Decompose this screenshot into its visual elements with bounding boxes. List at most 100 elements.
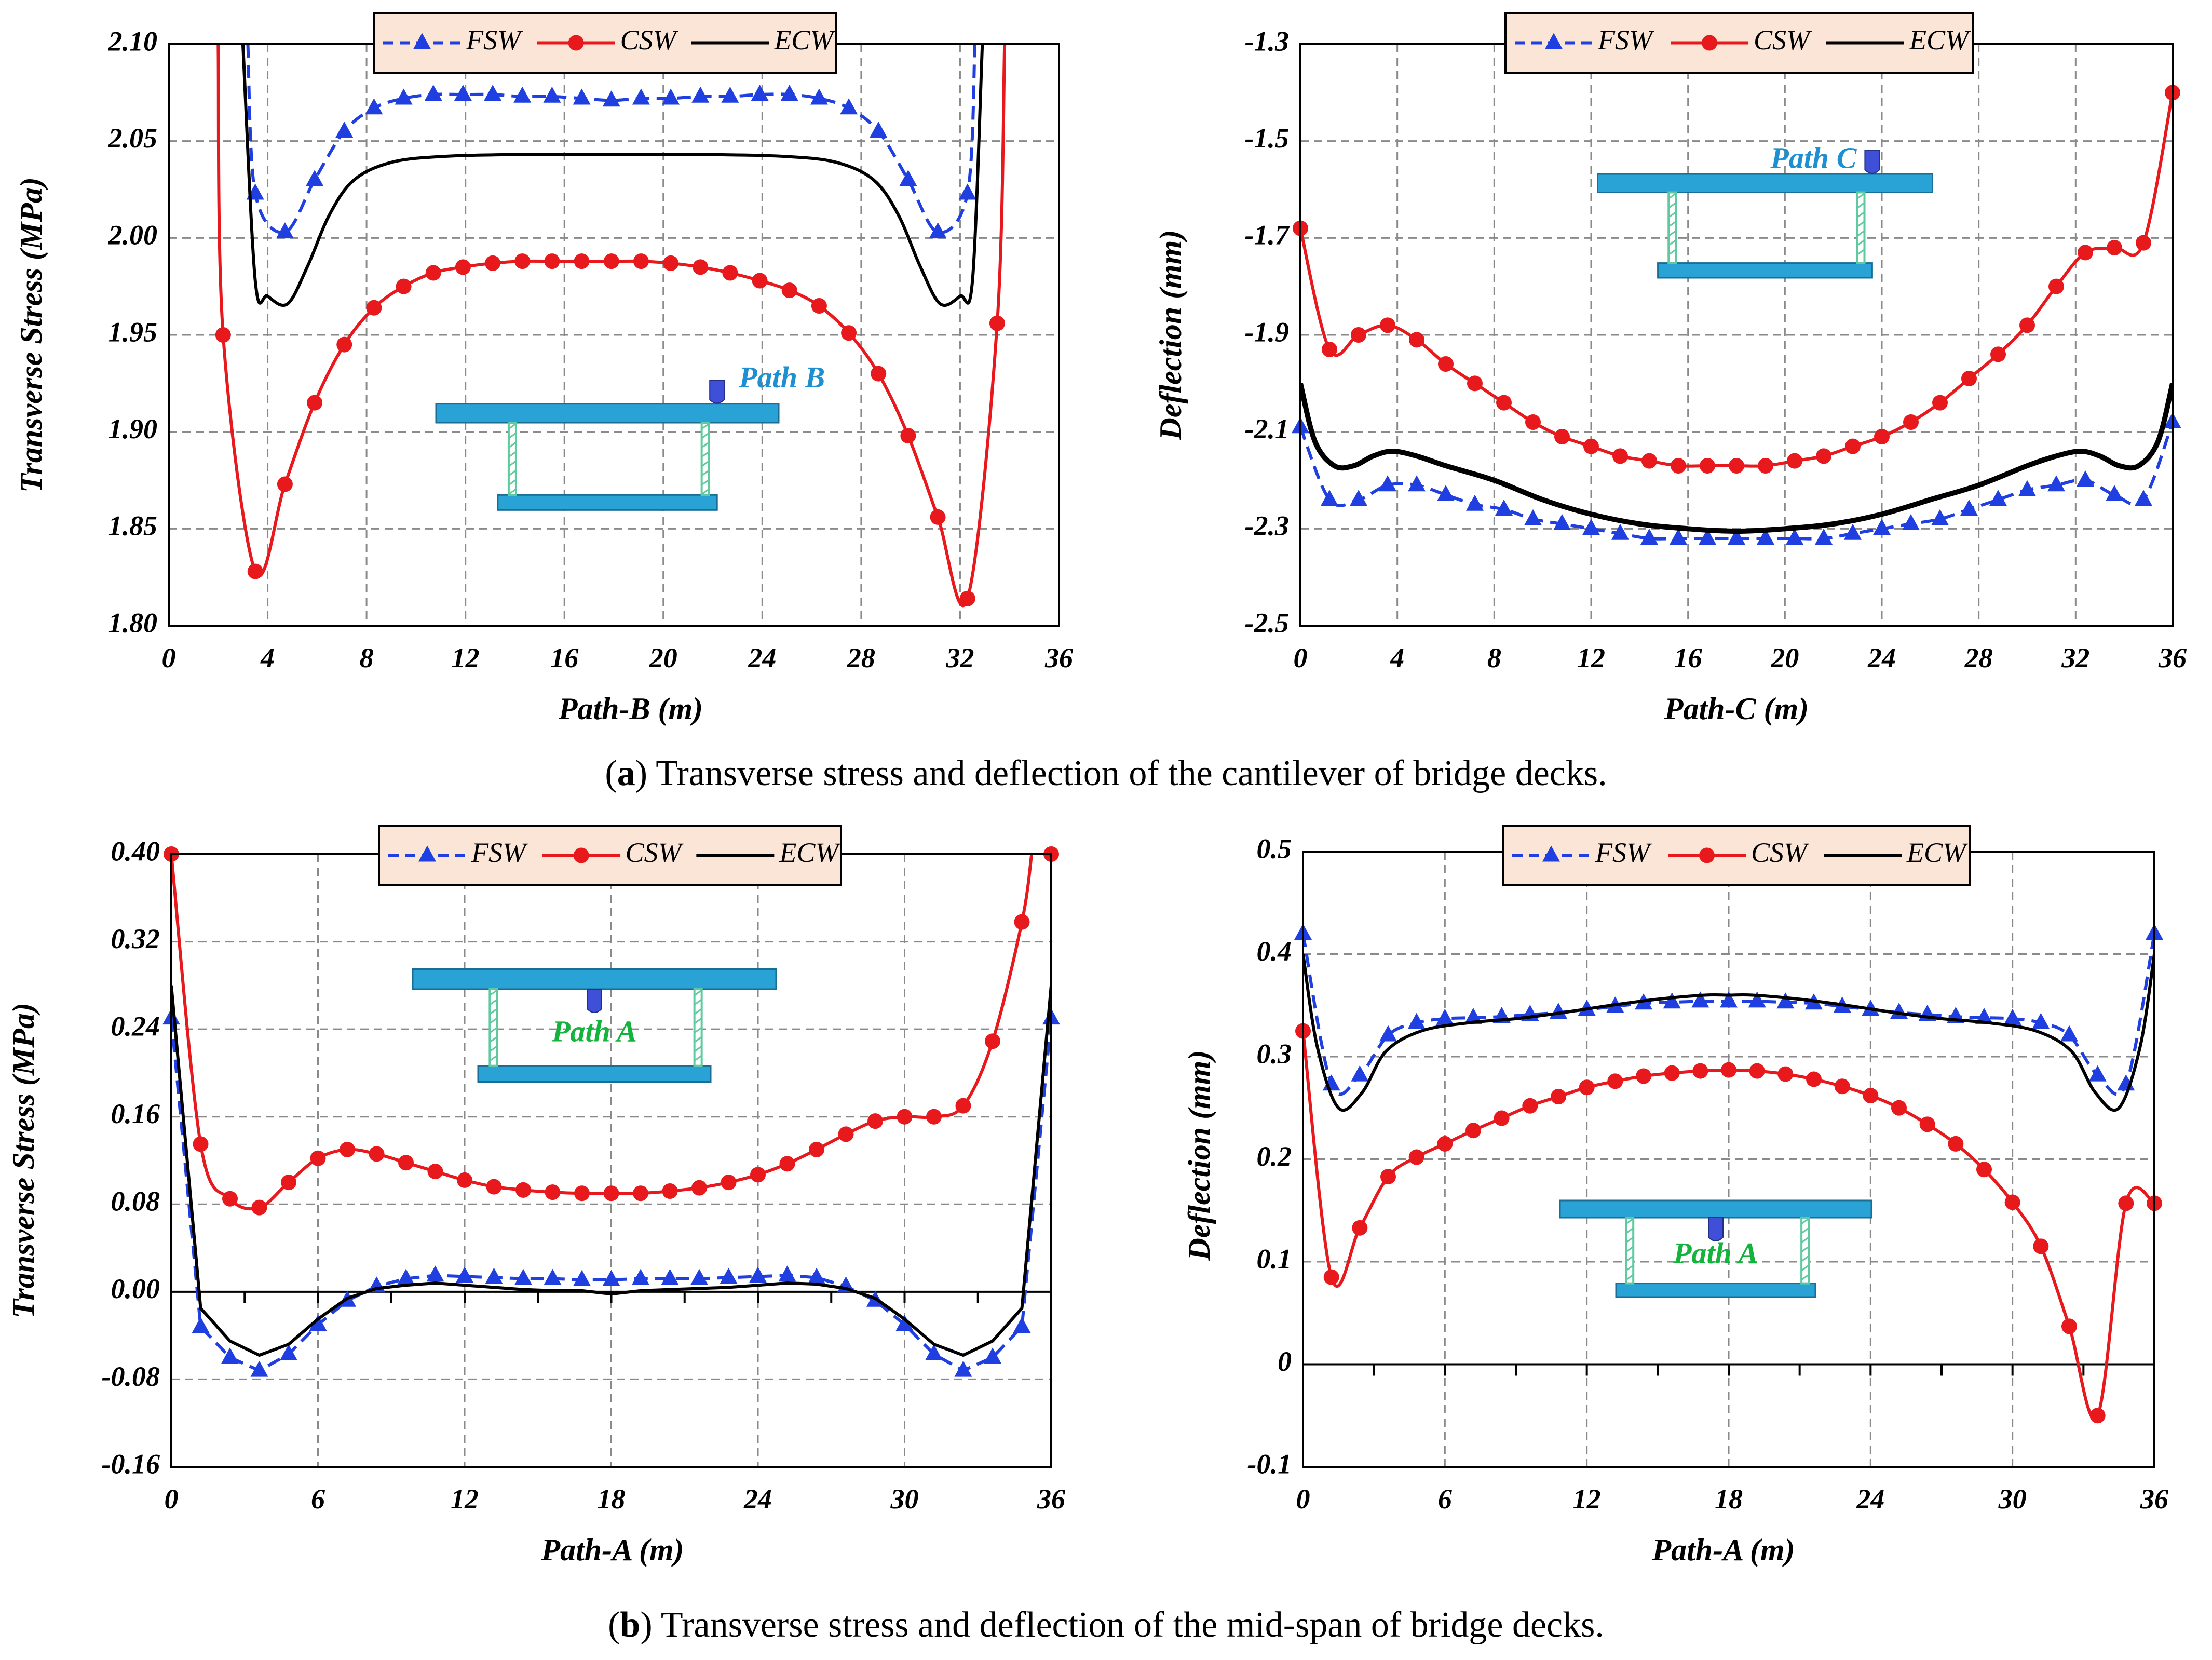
inset-web-hatch: [489, 1036, 498, 1043]
data-point-csw: [1583, 438, 1599, 454]
inset-web-hatch: [694, 998, 702, 1006]
data-point-fsw: [1466, 494, 1484, 511]
data-point-csw: [1932, 395, 1948, 411]
data-point-fsw: [1663, 992, 1681, 1009]
gauge-marker-icon: [1864, 150, 1880, 174]
inset-web-hatch: [1625, 1236, 1634, 1244]
data-point-fsw: [1464, 1008, 1482, 1024]
x-tick-label: 24: [1856, 1483, 1884, 1515]
data-point-fsw: [280, 1344, 297, 1360]
data-point-csw: [930, 509, 946, 525]
caption-a: (a) Transverse stress and deflection of …: [605, 753, 1607, 793]
gauge-marker-icon: [587, 989, 602, 1013]
y-tick-label: 1.95: [108, 316, 158, 347]
inset-web-hatch: [701, 469, 710, 477]
data-point-fsw: [1437, 485, 1455, 501]
data-point-fsw: [543, 86, 561, 103]
data-point-fsw: [454, 85, 472, 101]
data-point-csw: [1636, 1068, 1651, 1084]
y-tick-label: 2.00: [108, 220, 158, 251]
data-point-fsw: [749, 1266, 767, 1283]
y-tick-label: 1.85: [108, 510, 158, 542]
x-tick-label: 24: [748, 642, 776, 673]
data-point-fsw: [662, 88, 680, 105]
data-point-csw: [1834, 1078, 1850, 1095]
data-point-csw: [336, 336, 352, 353]
data-point-csw: [1863, 1088, 1879, 1104]
inset-web-hatch: [1856, 230, 1865, 237]
data-point-csw: [926, 1109, 942, 1125]
x-tick-label: 12: [452, 642, 480, 673]
data-point-csw: [2078, 245, 2093, 261]
y-tick-label: 0.00: [111, 1273, 160, 1304]
inset-web-hatch: [694, 1008, 702, 1015]
data-point-csw: [1721, 1062, 1736, 1078]
x-tick-label: 28: [1964, 642, 1993, 673]
data-point-csw: [1749, 1063, 1765, 1079]
data-point-csw: [691, 1180, 707, 1196]
legend-label-fsw: FSW: [466, 24, 523, 56]
data-point-fsw: [1379, 1025, 1397, 1042]
data-point-csw: [1990, 346, 2006, 362]
data-point-csw: [1380, 317, 1395, 333]
x-tick-label: 30: [890, 1483, 919, 1515]
data-point-csw: [1408, 1149, 1424, 1165]
legend-marker-fsw: [1545, 33, 1563, 49]
data-point-csw: [277, 476, 293, 492]
data-point-fsw: [632, 1268, 649, 1285]
x-tick-label: 20: [649, 642, 677, 673]
data-point-csw: [1806, 1071, 1822, 1087]
legend: FSW CSW ECW: [1502, 825, 1971, 886]
inset-web-hatch: [694, 989, 702, 996]
legend-marker-csw: [573, 847, 589, 863]
legend: FSW CSW ECW: [378, 825, 842, 886]
data-point-fsw: [780, 85, 798, 101]
inset-web-hatch: [508, 432, 517, 439]
inset-web-hatch: [1625, 1246, 1634, 1253]
legend-label-ecw: ECW: [1906, 837, 1969, 868]
inset-web-hatch: [1668, 239, 1677, 246]
x-tick-label: 12: [451, 1483, 479, 1515]
data-point-fsw: [1975, 1008, 1993, 1024]
data-point-fsw: [602, 90, 620, 107]
data-point-csw: [1352, 1220, 1368, 1236]
data-point-fsw: [808, 1267, 825, 1284]
data-point-fsw: [1748, 991, 1766, 1008]
data-point-csw: [1380, 1169, 1396, 1185]
data-point-csw: [1845, 438, 1861, 454]
data-point-fsw: [2106, 485, 2123, 501]
data-point-csw: [457, 1172, 472, 1188]
inset-web-1: [1667, 191, 1677, 264]
x-tick-label: 36: [2158, 642, 2187, 673]
inset-web-hatch: [1625, 1264, 1634, 1272]
legend-marker-fsw: [1542, 845, 1560, 862]
data-point-fsw: [984, 1347, 1001, 1364]
y-tick-label: 1.90: [108, 413, 158, 444]
x-tick-label: 0: [162, 642, 176, 673]
x-tick-label: 0: [165, 1483, 179, 1515]
data-point-csw: [1787, 453, 1802, 469]
data-point-fsw: [1728, 529, 1745, 545]
legend-marker-csw: [1702, 35, 1717, 51]
x-tick-label: 28: [847, 642, 875, 673]
inset-web-hatch: [1801, 1246, 1809, 1253]
data-point-fsw: [513, 86, 532, 103]
data-point-csw: [2004, 1194, 2020, 1210]
x-tick-label: 24: [743, 1483, 772, 1515]
data-point-csw: [1014, 914, 1030, 930]
data-point-fsw: [276, 222, 294, 239]
inset-web-1: [507, 422, 517, 496]
inset-web-hatch: [701, 432, 710, 439]
inset-web-hatch: [489, 1045, 498, 1052]
inset-web-hatch: [508, 469, 517, 477]
data-point-csw: [752, 273, 768, 289]
data-point-csw: [1579, 1079, 1595, 1096]
data-point-csw: [1948, 1136, 1964, 1152]
inset-web-hatch: [1801, 1236, 1809, 1244]
legend-label-ecw: ECW: [779, 837, 841, 868]
y-tick-label: 0.24: [111, 1011, 160, 1042]
data-point-csw: [455, 259, 471, 275]
y-tick-label: -2.5: [1245, 607, 1289, 638]
legend: FSW CSW ECW: [373, 12, 837, 74]
data-point-csw: [1641, 453, 1657, 469]
